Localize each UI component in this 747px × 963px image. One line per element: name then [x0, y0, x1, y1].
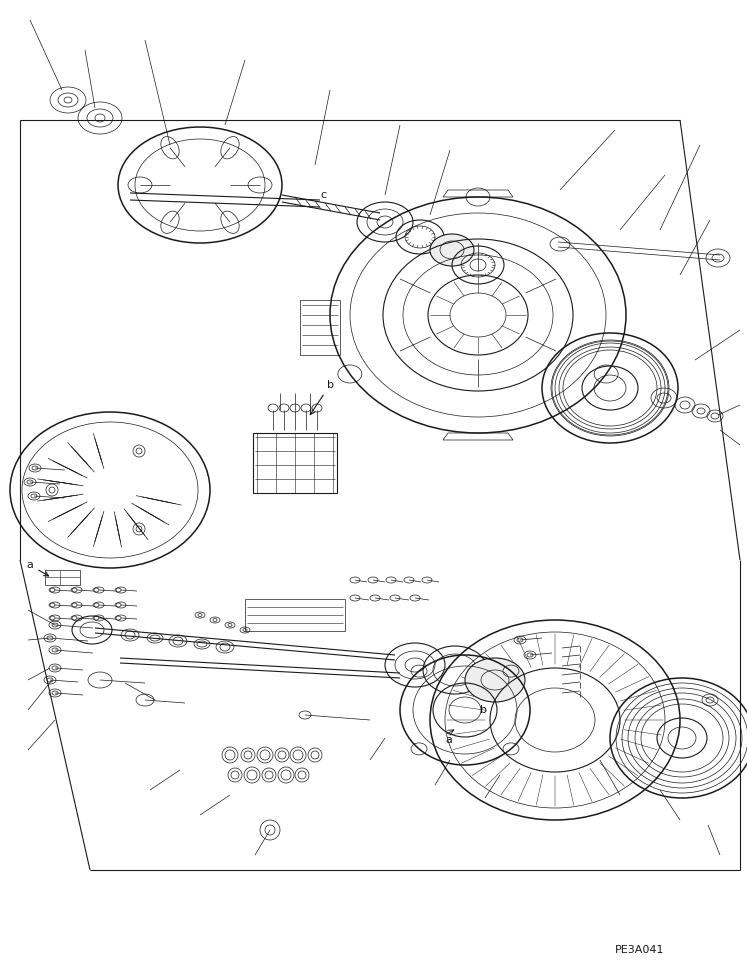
Bar [300, 300, 340, 355]
Bar [245, 599, 345, 631]
Bar [253, 433, 337, 493]
Text: a: a [27, 560, 49, 576]
Bar [45, 570, 80, 585]
Ellipse shape [430, 234, 474, 266]
Text: b: b [310, 380, 333, 415]
Text: b: b [480, 705, 487, 715]
Text: PE3A041: PE3A041 [615, 945, 665, 955]
Text: c: c [320, 190, 326, 200]
Text: a: a [445, 735, 452, 745]
Ellipse shape [465, 658, 525, 702]
